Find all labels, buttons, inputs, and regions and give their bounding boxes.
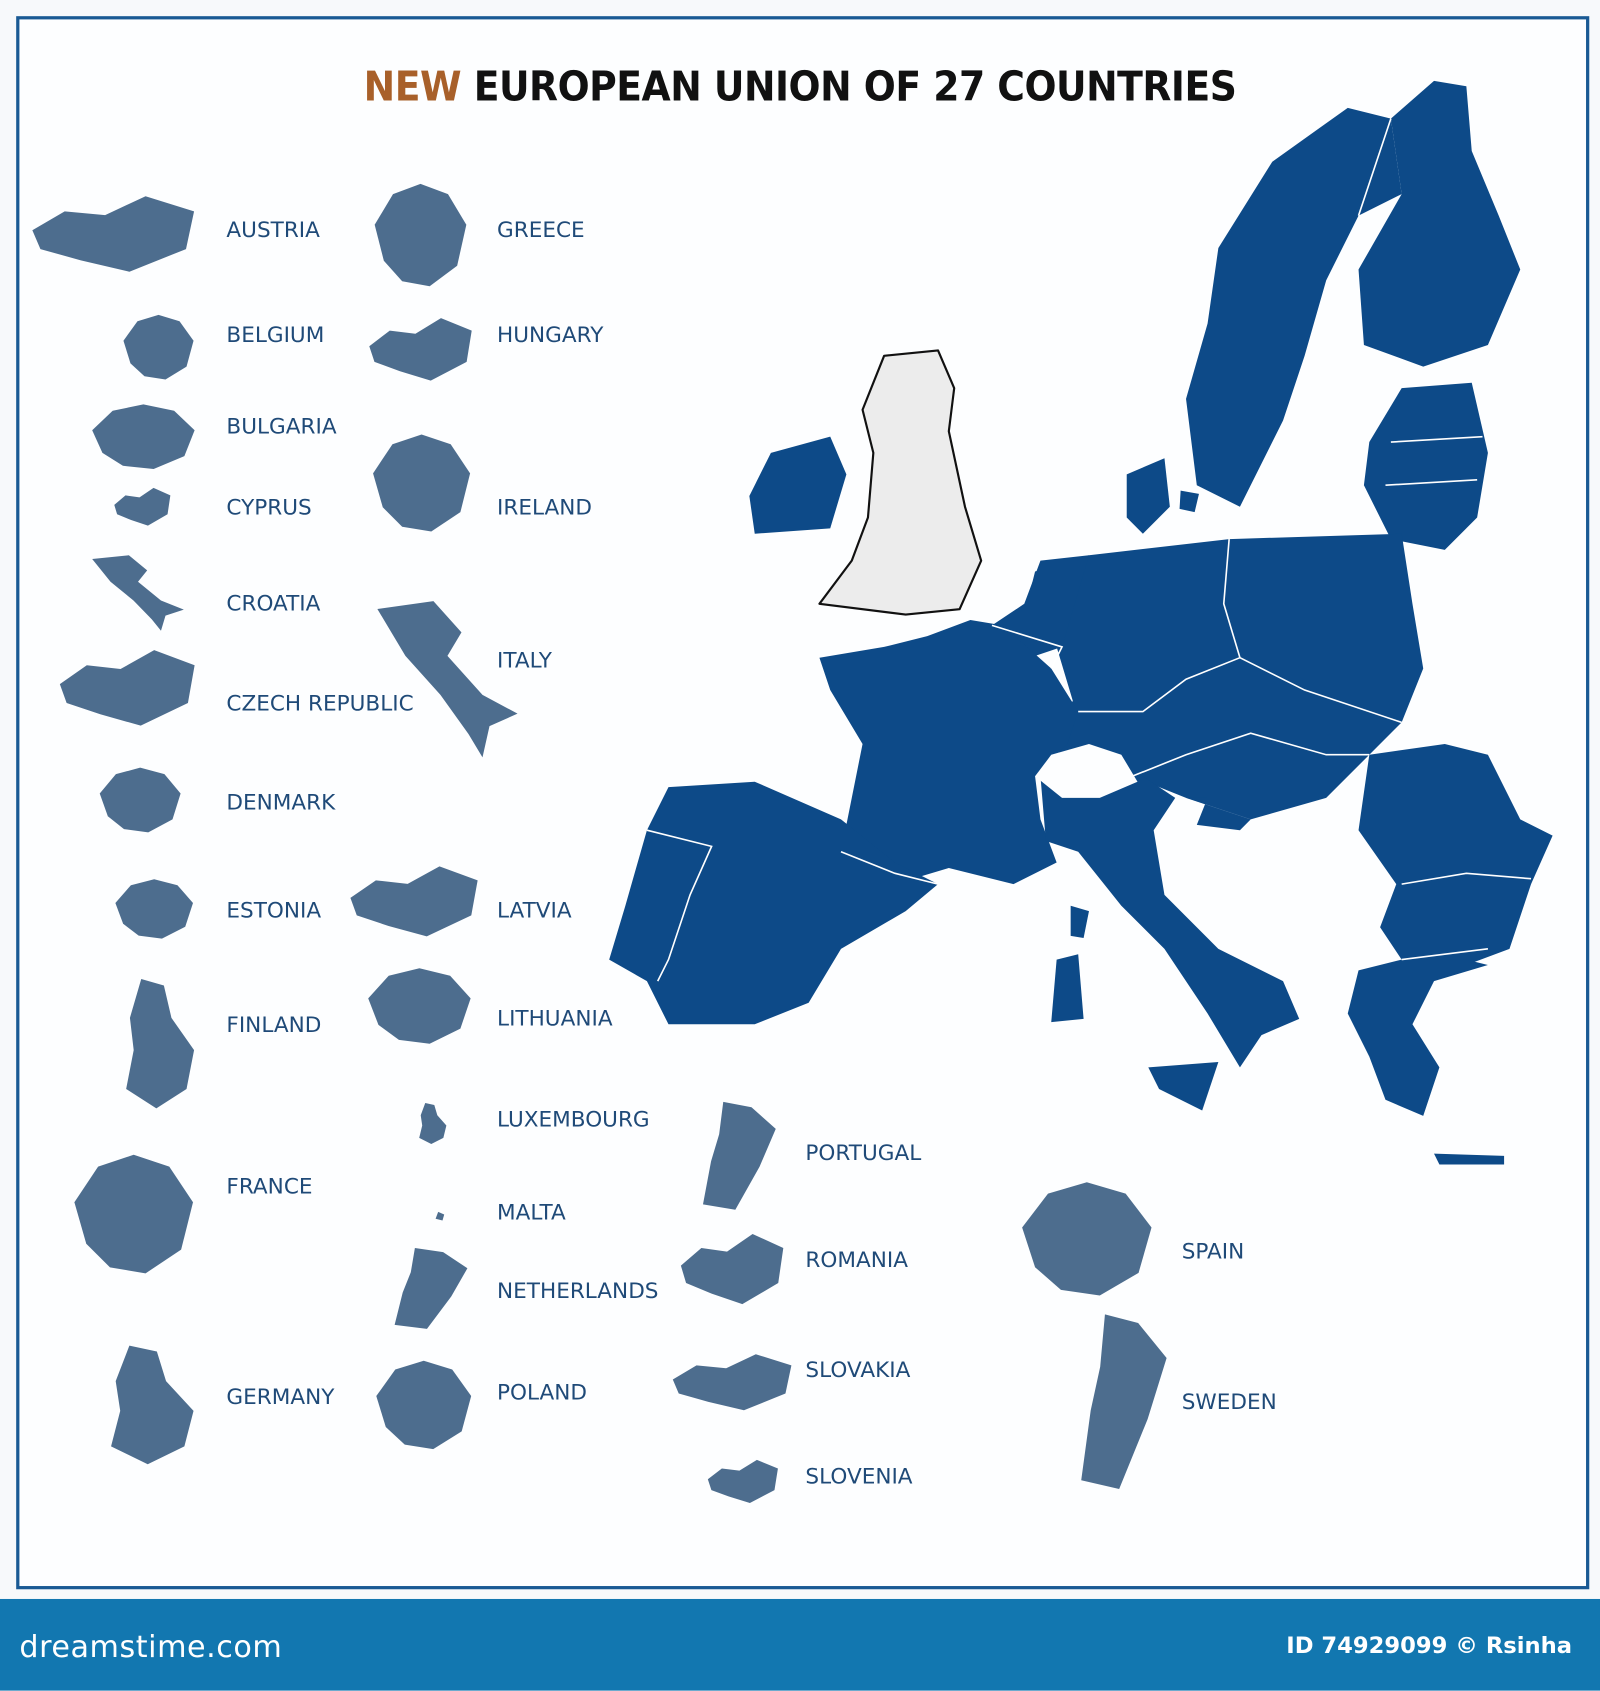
map-sicily [1148, 1062, 1219, 1111]
map-greece [1347, 959, 1488, 1116]
country-label-slovenia: SLOVENIA [805, 1463, 913, 1489]
border-romania-bulgaria [1401, 872, 1532, 885]
country-label-finland: FINLAND [226, 1011, 322, 1038]
silhouette-germany [111, 1345, 194, 1465]
border-lithuania [1385, 478, 1478, 486]
map-ireland [749, 436, 847, 534]
border-greece [1401, 948, 1489, 961]
silhouette-ireland [373, 434, 471, 532]
silhouette-luxembourg [419, 1102, 447, 1144]
country-label-france: FRANCE [226, 1173, 313, 1199]
silhouette-cyprus [114, 487, 171, 526]
map-corsica [1070, 905, 1089, 939]
image-credit: ID 74929099 © Rsinha [1286, 1632, 1573, 1659]
country-label-poland: POLAND [497, 1379, 588, 1405]
country-label-sweden: SWEDEN [1181, 1388, 1277, 1415]
title-text: EUROPEAN UNION OF 27 COUNTRIES [473, 62, 1237, 110]
country-label-romania: ROMANIA [805, 1246, 908, 1273]
border-germany [1078, 539, 1241, 713]
silhouette-slovenia [707, 1459, 778, 1504]
map-united-kingdom [818, 349, 983, 616]
map-denmark [1126, 458, 1170, 534]
map-crete [1434, 1153, 1505, 1165]
country-label-lithuania: LITHUANIA [497, 1004, 613, 1031]
country-label-luxembourg: LUXEMBOURG [497, 1106, 650, 1133]
silhouette-bulgaria [92, 404, 195, 470]
title-highlight: NEW [363, 62, 462, 110]
country-label-austria: AUSTRIA [226, 216, 320, 243]
country-label-latvia: LATVIA [497, 897, 572, 923]
silhouette-belgium [123, 314, 194, 380]
silhouette-spain [1022, 1182, 1152, 1296]
silhouette-croatia [92, 555, 184, 631]
map-croatia [1186, 797, 1251, 831]
map-denmark-island [1179, 490, 1199, 513]
border-belgium [991, 624, 1064, 669]
border-austria [1131, 732, 1370, 778]
silhouette-czech-republic [59, 650, 195, 726]
dreamstime-logo[interactable]: dreamstime.com [19, 1629, 283, 1665]
map-finland [1358, 80, 1521, 367]
silhouette-denmark [99, 767, 181, 833]
page-title: NEW EUROPEAN UNION OF 27 COUNTRIES [64, 63, 1536, 110]
silhouette-estonia [115, 879, 193, 939]
border-sweden-finland [1357, 118, 1392, 216]
country-label-bulgaria: BULGARIA [226, 412, 337, 439]
country-label-germany: GERMANY [226, 1383, 335, 1410]
map-sardinia [1051, 954, 1084, 1023]
map-france [819, 619, 1079, 885]
silhouette-malta [435, 1211, 445, 1221]
map-romania-bulgaria [1358, 743, 1553, 965]
country-label-belgium: BELGIUM [226, 321, 325, 348]
map-sweden [1186, 107, 1402, 507]
country-label-spain: SPAIN [1181, 1237, 1245, 1264]
country-label-cyprus: CYPRUS [226, 493, 312, 520]
map-italy [1040, 765, 1300, 1068]
silhouette-netherlands [394, 1248, 468, 1329]
silhouette-austria [32, 196, 195, 272]
country-label-malta: MALTA [497, 1198, 566, 1225]
map-switzerland [1035, 743, 1138, 798]
country-label-denmark: DENMARK [226, 789, 336, 816]
silhouette-finland [126, 979, 195, 1109]
silhouette-sweden [1081, 1314, 1167, 1489]
silhouette-poland [376, 1360, 472, 1450]
footer-bar: dreamstime.com ID 74929099 © Rsinha [0, 1598, 1600, 1691]
map-iberia [609, 781, 939, 1025]
country-label-hungary: HUNGARY [497, 321, 604, 348]
border-latvia [1390, 435, 1483, 443]
silhouette-greece [374, 183, 467, 287]
silhouette-france [74, 1154, 193, 1274]
border-portugal [646, 829, 713, 982]
country-label-greece: GREECE [497, 216, 585, 243]
country-label-netherlands: NETHERLANDS [497, 1277, 659, 1304]
country-label-portugal: PORTUGAL [805, 1139, 922, 1166]
silhouette-lithuania [368, 968, 471, 1044]
silhouette-italy [377, 601, 518, 758]
country-label-italy: ITALY [497, 646, 552, 673]
silhouette-romania [680, 1233, 784, 1305]
country-label-czech-republic: CZECH REPUBLIC [226, 690, 414, 716]
border-pyrenees [840, 851, 939, 885]
silhouette-latvia [350, 866, 478, 937]
country-label-ireland: IRELAND [497, 493, 593, 520]
country-label-slovakia: SLOVAKIA [805, 1356, 911, 1383]
map-baltics [1363, 382, 1488, 550]
map-central-europe [1024, 533, 1424, 820]
border-poland-south [1239, 656, 1402, 724]
country-label-estonia: ESTONIA [226, 897, 322, 923]
silhouette-slovakia [672, 1354, 792, 1411]
silhouette-portugal [702, 1101, 776, 1210]
country-label-croatia: CROATIA [226, 589, 321, 616]
silhouette-hungary [369, 318, 472, 381]
